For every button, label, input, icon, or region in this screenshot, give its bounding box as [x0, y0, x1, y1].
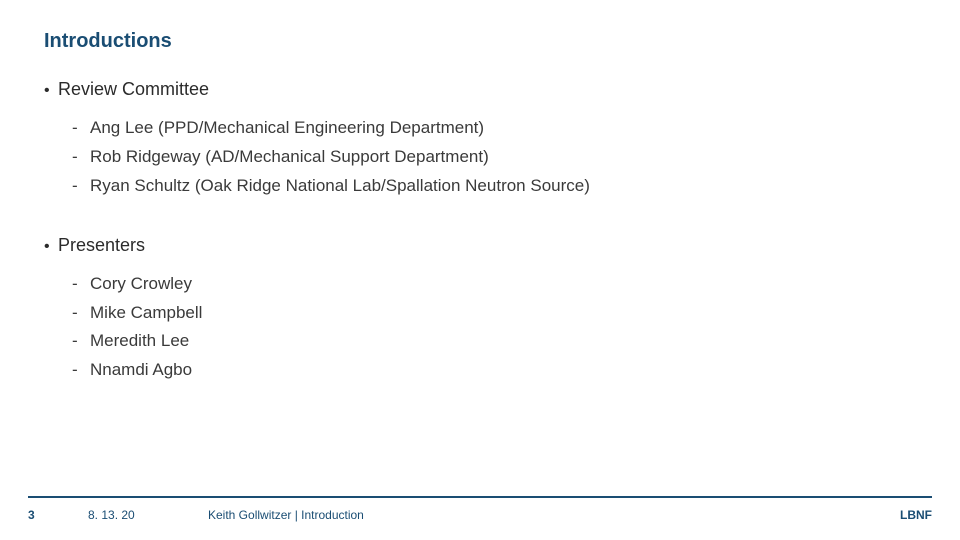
footer-author: Keith Gollwitzer | Introduction	[208, 508, 900, 522]
slide: Introductions • Review Committee - Ang L…	[0, 0, 960, 540]
list-item-text: Meredith Lee	[90, 327, 189, 356]
footer-divider	[28, 496, 932, 498]
section-presenters: • Presenters - Cory Crowley - Mike Campb…	[44, 235, 916, 386]
section-heading-text: Review Committee	[58, 79, 209, 100]
list-item: - Ang Lee (PPD/Mechanical Engineering De…	[72, 114, 916, 143]
dash-icon: -	[72, 114, 90, 143]
page-number: 3	[28, 508, 88, 522]
list-item: - Rob Ridgeway (AD/Mechanical Support De…	[72, 143, 916, 172]
list-item: - Meredith Lee	[72, 327, 916, 356]
footer-org: LBNF	[900, 508, 932, 522]
section-review-committee: • Review Committee - Ang Lee (PPD/Mechan…	[44, 79, 916, 201]
list-item: - Ryan Schultz (Oak Ridge National Lab/S…	[72, 172, 916, 201]
bullet-icon: •	[44, 82, 58, 100]
section-heading-text: Presenters	[58, 235, 145, 256]
list-item: - Cory Crowley	[72, 270, 916, 299]
section-heading: • Review Committee	[44, 79, 916, 100]
footer-date: 8. 13. 20	[88, 508, 208, 522]
list-item-text: Rob Ridgeway (AD/Mechanical Support Depa…	[90, 143, 489, 172]
sub-list: - Cory Crowley - Mike Campbell - Meredit…	[72, 270, 916, 386]
list-item-text: Nnamdi Agbo	[90, 356, 192, 385]
dash-icon: -	[72, 172, 90, 201]
list-item-text: Ang Lee (PPD/Mechanical Engineering Depa…	[90, 114, 484, 143]
list-item-text: Cory Crowley	[90, 270, 192, 299]
section-heading: • Presenters	[44, 235, 916, 256]
dash-icon: -	[72, 143, 90, 172]
bullet-icon: •	[44, 238, 58, 256]
dash-icon: -	[72, 327, 90, 356]
slide-footer: 3 8. 13. 20 Keith Gollwitzer | Introduct…	[0, 496, 960, 522]
list-item-text: Ryan Schultz (Oak Ridge National Lab/Spa…	[90, 172, 590, 201]
slide-title: Introductions	[44, 30, 916, 53]
dash-icon: -	[72, 356, 90, 385]
list-item-text: Mike Campbell	[90, 299, 202, 328]
dash-icon: -	[72, 270, 90, 299]
sub-list: - Ang Lee (PPD/Mechanical Engineering De…	[72, 114, 916, 201]
list-item: - Nnamdi Agbo	[72, 356, 916, 385]
footer-row: 3 8. 13. 20 Keith Gollwitzer | Introduct…	[28, 508, 932, 522]
dash-icon: -	[72, 299, 90, 328]
list-item: - Mike Campbell	[72, 299, 916, 328]
